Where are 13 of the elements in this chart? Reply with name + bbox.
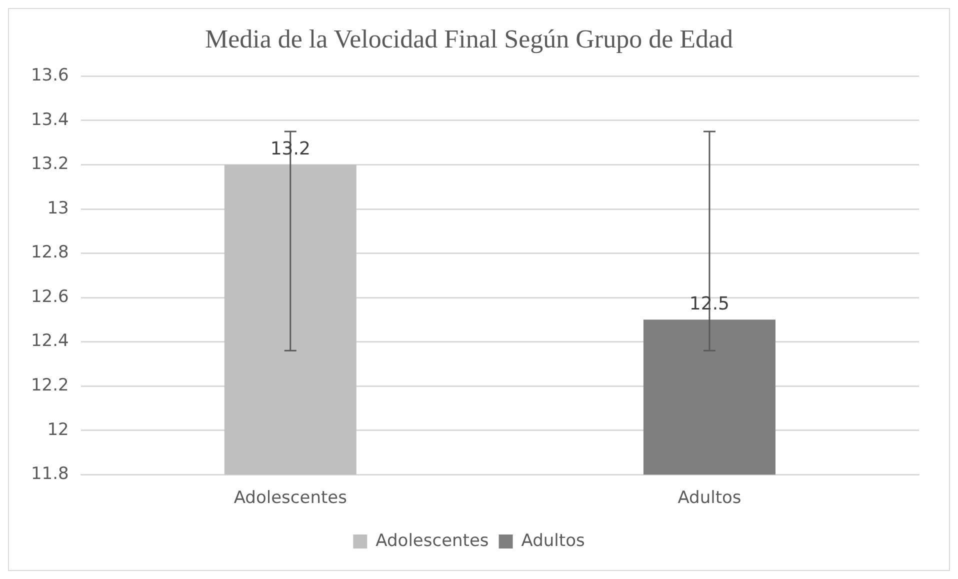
y-tick-label: 12.6 — [30, 286, 69, 307]
y-tick-label: 11.8 — [30, 464, 69, 484]
y-tick-label: 13.6 — [30, 66, 69, 86]
legend-label: Adultos — [521, 530, 585, 551]
legend-label: Adolescentes — [376, 530, 489, 551]
chart-title: Media de la Velocidad Final Según Grupo de Edad — [204, 24, 734, 54]
y-tick-label: 12.2 — [30, 375, 69, 396]
y-tick-label: 13.2 — [30, 154, 69, 174]
y-tick-label: 12.4 — [30, 331, 69, 352]
y-tick-label: 13 — [47, 198, 69, 218]
y-tick-label: 13.4 — [30, 110, 69, 130]
y-tick-label: 12 — [47, 420, 69, 440]
y-tick-label: 12.8 — [30, 242, 69, 263]
